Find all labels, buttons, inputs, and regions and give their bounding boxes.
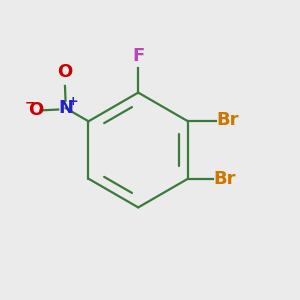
Text: F: F (132, 47, 144, 65)
Text: Br: Br (217, 111, 239, 129)
Text: −: − (24, 97, 35, 110)
Text: O: O (57, 63, 73, 81)
Text: O: O (28, 100, 44, 118)
Text: +: + (68, 95, 78, 108)
Text: Br: Br (214, 170, 236, 188)
Text: N: N (58, 99, 73, 117)
